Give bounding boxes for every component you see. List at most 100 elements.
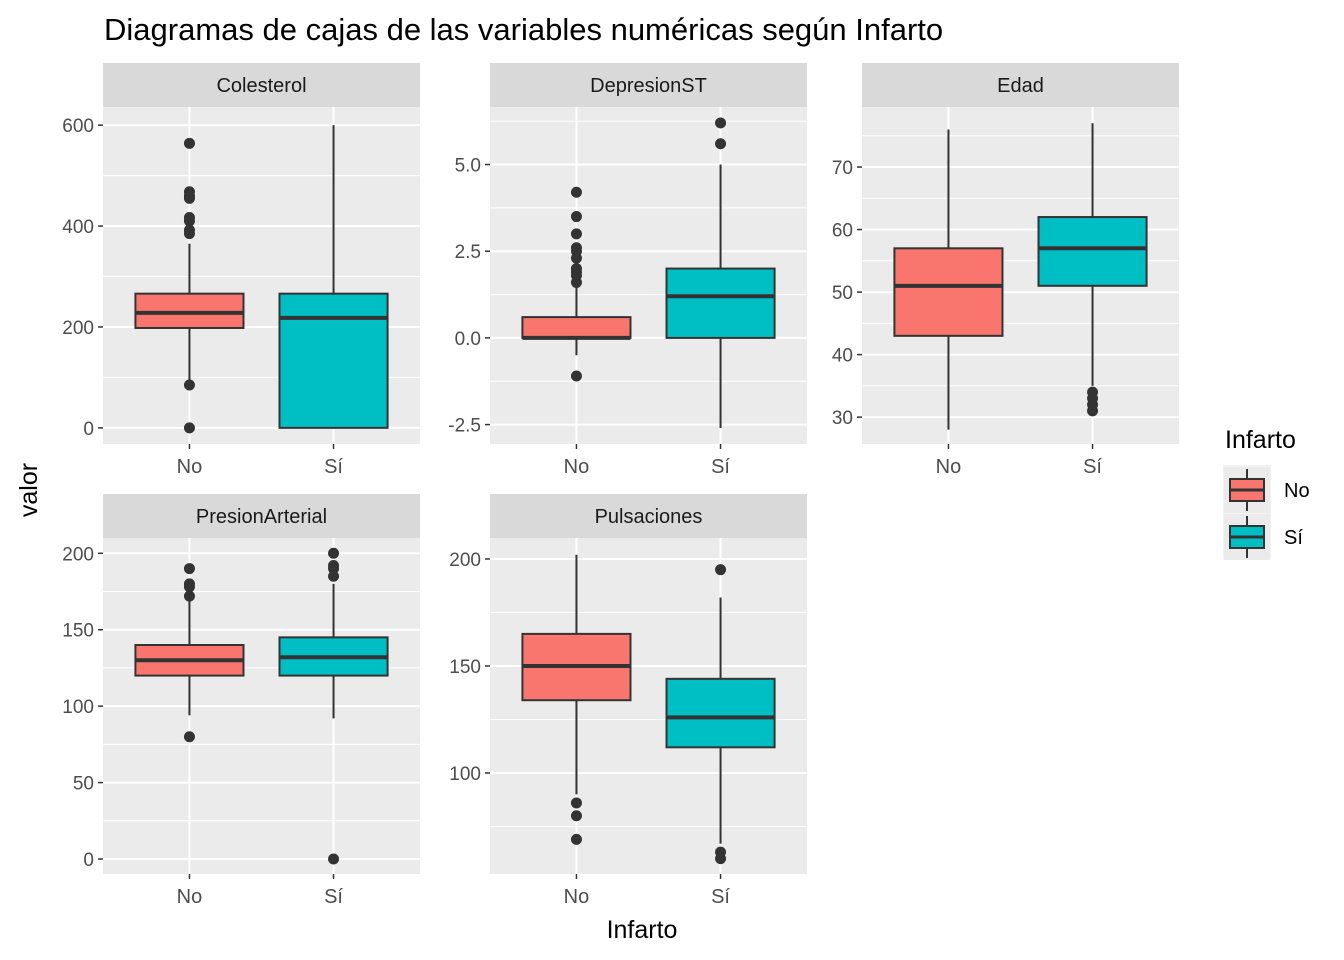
y-tick-label: 100 xyxy=(62,697,94,718)
legend-label: No xyxy=(1284,480,1310,502)
facet-strip-label: PresionArterial xyxy=(196,506,327,528)
outlier-point xyxy=(715,138,727,150)
facet-strip-label: Edad xyxy=(997,75,1044,97)
box-si xyxy=(278,125,389,429)
x-tick-label: Sí xyxy=(711,886,730,908)
outlier-point xyxy=(183,581,195,593)
outlier-point xyxy=(715,564,727,576)
x-tick-label: Sí xyxy=(324,886,343,908)
y-tick-label: 0 xyxy=(83,419,94,440)
y-tick-label: 200 xyxy=(449,550,481,571)
box-iqr xyxy=(1037,216,1148,287)
outlier-point xyxy=(715,853,727,865)
y-tick-label: 30 xyxy=(832,408,853,429)
outlier-point xyxy=(570,276,582,288)
x-axis-title: Infarto xyxy=(607,916,678,944)
outlier-point xyxy=(715,117,727,129)
y-tick-label: 150 xyxy=(62,621,94,642)
y-tick-label: 0.0 xyxy=(455,329,481,350)
box-no xyxy=(134,563,245,743)
y-tick-label: 2.5 xyxy=(455,242,481,263)
outlier-point xyxy=(183,215,195,227)
outlier-point xyxy=(328,570,340,582)
y-tick-label: 200 xyxy=(62,544,94,565)
facet-strip xyxy=(103,494,420,538)
y-axis-title: valor xyxy=(15,463,43,517)
box-no xyxy=(521,554,632,845)
outlier-point xyxy=(570,833,582,845)
outlier-point xyxy=(570,228,582,240)
outlier-point xyxy=(183,590,195,602)
outlier-point xyxy=(570,797,582,809)
x-tick-label: No xyxy=(177,456,203,478)
outlier-point xyxy=(328,853,340,865)
outlier-point xyxy=(1087,405,1099,417)
outlier-point xyxy=(183,192,195,204)
x-tick-label: Sí xyxy=(711,456,730,478)
legend-title: Infarto xyxy=(1225,426,1296,454)
facet-strip xyxy=(490,494,807,538)
y-tick-label: 5.0 xyxy=(455,156,481,177)
outlier-point xyxy=(570,186,582,198)
outlier-point xyxy=(328,547,340,559)
facet-depresionst: DepresionST -2.5 0.0 2.5 5.0 No Sí xyxy=(448,63,807,478)
facet-strip xyxy=(490,63,807,107)
box-no xyxy=(521,186,632,382)
facet-edad: Edad 30 40 50 60 70 No Sí xyxy=(832,63,1179,478)
x-tick-label: No xyxy=(564,886,590,908)
outlier-point xyxy=(570,810,582,822)
box-si xyxy=(665,117,776,429)
y-tick-label: 0 xyxy=(83,850,94,871)
facet-presionarterial: PresionArterial 0 50 100 150 200 No Sí xyxy=(62,494,420,908)
box-iqr xyxy=(665,677,776,749)
facet-strip-label: DepresionST xyxy=(590,75,707,97)
x-tick-label: No xyxy=(564,456,590,478)
x-tick-label: No xyxy=(177,886,203,908)
y-tick-label: 40 xyxy=(832,346,853,367)
legend: Infarto No Sí xyxy=(1223,426,1310,560)
y-tick-label: 70 xyxy=(832,158,853,179)
y-tick-label: 600 xyxy=(62,116,94,137)
box-iqr xyxy=(665,267,776,339)
outlier-point xyxy=(183,563,195,575)
y-tick-label: 60 xyxy=(832,221,853,242)
facet-strip-label: Colesterol xyxy=(216,75,306,97)
outlier-point xyxy=(570,252,582,264)
box-iqr xyxy=(134,292,245,329)
outlier-point xyxy=(183,137,195,149)
box-si xyxy=(665,564,776,865)
box-iqr xyxy=(521,316,632,339)
y-tick-label: 50 xyxy=(832,283,853,304)
outlier-point xyxy=(183,731,195,743)
outlier-point xyxy=(183,422,195,434)
box-iqr xyxy=(893,247,1004,337)
x-tick-label: No xyxy=(936,456,962,478)
facet-strip xyxy=(103,63,420,107)
x-tick-label: Sí xyxy=(324,456,343,478)
outlier-point xyxy=(183,228,195,240)
facet-pulsaciones: Pulsaciones 100 150 200 No Sí xyxy=(449,494,807,908)
x-tick-label: Sí xyxy=(1083,456,1102,478)
y-tick-label: 150 xyxy=(449,657,481,678)
box-no xyxy=(893,129,1004,430)
y-tick-label: 200 xyxy=(62,318,94,339)
legend-key-no: No xyxy=(1224,467,1310,513)
y-tick-label: 50 xyxy=(73,774,94,795)
legend-label: Sí xyxy=(1284,527,1303,549)
outlier-point xyxy=(328,563,340,575)
y-tick-label: -2.5 xyxy=(448,416,481,437)
legend-key-si: Sí xyxy=(1224,514,1303,560)
outlier-point xyxy=(570,370,582,382)
facet-strip-label: Pulsaciones xyxy=(595,506,703,528)
y-tick-label: 400 xyxy=(62,217,94,238)
chart-title: Diagramas de cajas de las variables numé… xyxy=(104,12,943,47)
box-no xyxy=(134,137,245,434)
facet-colesterol: Colesterol 0 200 400 600 No Sí xyxy=(62,63,420,478)
facet-strip xyxy=(862,63,1179,107)
box-si xyxy=(278,547,389,865)
box-iqr xyxy=(278,292,389,429)
outlier-point xyxy=(183,379,195,391)
outlier-point xyxy=(570,211,582,223)
